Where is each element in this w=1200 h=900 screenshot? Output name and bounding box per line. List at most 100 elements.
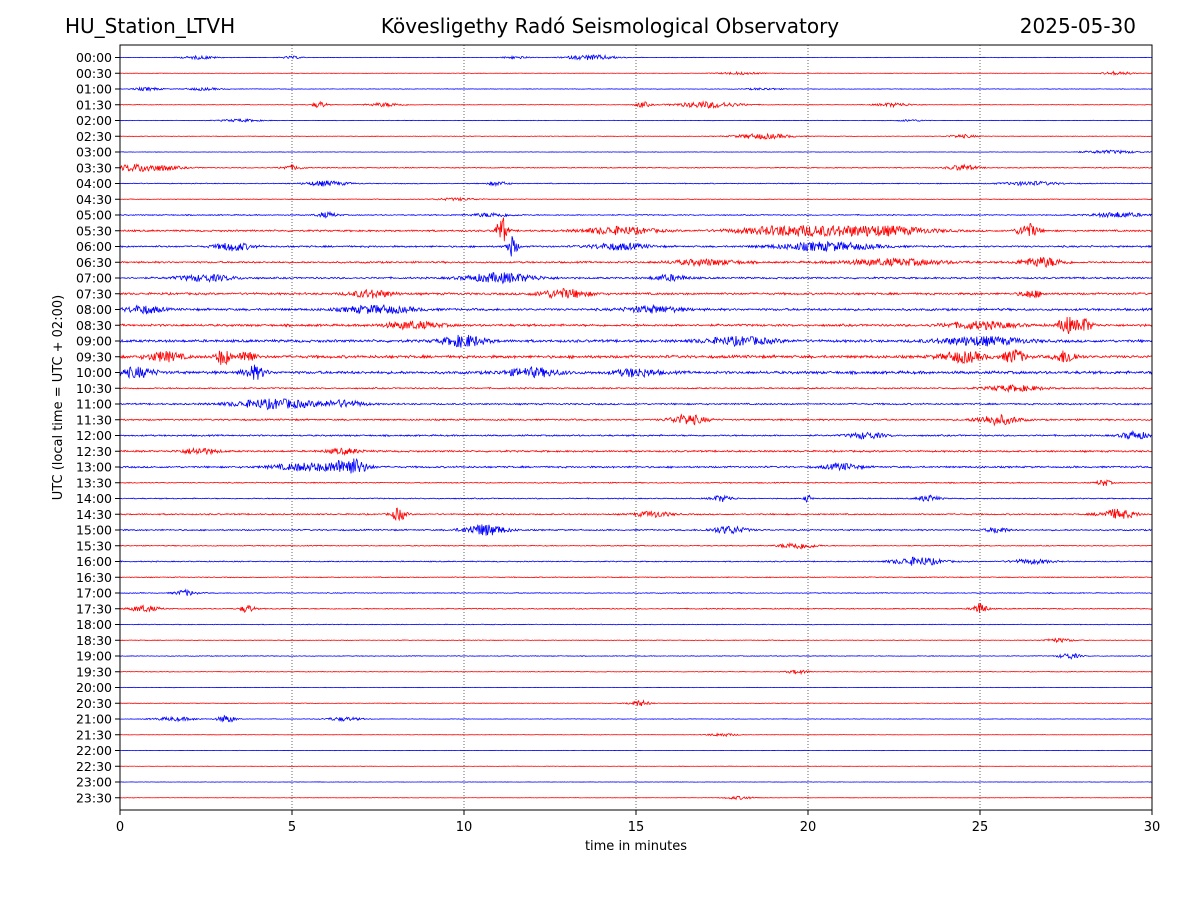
y-tick-label: 22:00 [76,743,112,758]
y-tick-label: 20:00 [76,680,112,695]
y-tick-label: 02:00 [76,113,112,128]
seismic-trace [119,334,1153,348]
seismic-trace [119,479,1152,486]
y-tick-label: 03:30 [76,160,112,175]
y-tick-label: 06:30 [76,255,112,270]
y-tick-label: 01:00 [76,82,112,97]
x-tick-label: 15 [628,820,645,835]
y-axis-ticks: 00:0000:3001:0001:3002:0002:3003:0003:30… [76,50,120,805]
y-tick-label: 08:00 [76,302,112,317]
y-tick-label: 01:30 [76,97,112,112]
seismic-trace [119,316,1153,335]
seismic-trace [119,86,1152,92]
y-tick-label: 04:00 [76,176,112,191]
y-axis-label: UTC (local time = UTC + 02:00) [51,295,66,500]
x-tick-label: 25 [972,820,989,835]
y-tick-label: 08:30 [76,318,112,333]
y-tick-label: 18:00 [76,617,112,632]
x-tick-label: 10 [456,820,473,835]
y-tick-label: 10:30 [76,381,112,396]
y-tick-label: 07:30 [76,286,112,301]
grid-lines [291,45,981,810]
y-tick-label: 00:00 [76,50,112,65]
seismic-trace [119,70,1152,77]
seismic-trace [119,196,1153,202]
y-tick-label: 13:00 [76,460,112,475]
seismic-trace [119,430,1152,440]
y-tick-label: 11:00 [76,397,112,412]
x-tick-label: 20 [800,820,817,835]
y-tick-label: 15:00 [76,523,112,538]
station-name: HU_Station_LTVH [65,14,236,38]
seismic-trace [119,349,1153,366]
seismic-trace [119,588,1152,596]
seismic-trace [119,272,1153,285]
y-tick-label: 14:30 [76,507,112,522]
seismic-trace [119,507,1152,522]
y-tick-label: 23:00 [76,775,112,790]
seismic-trace [119,100,1152,109]
y-tick-label: 19:00 [76,649,112,664]
y-tick-label: 07:00 [76,271,112,286]
seismic-trace [119,303,1153,315]
seismic-trace [119,217,1152,242]
x-tick-label: 5 [288,820,296,835]
y-tick-label: 05:00 [76,208,112,223]
y-tick-label: 02:30 [76,129,112,144]
seismic-trace [119,542,1152,550]
plot-frame [119,44,1153,811]
seismic-trace [119,714,1152,723]
y-tick-label: 16:00 [76,554,112,569]
y-tick-label: 15:30 [76,538,112,553]
y-tick-label: 05:30 [76,223,112,238]
x-axis-label: time in minutes [585,839,687,854]
x-tick-label: 30 [1144,820,1161,835]
x-tick-label: 0 [116,820,124,835]
seismic-trace [119,653,1152,660]
seismic-trace [119,163,1152,173]
seismic-trace [119,149,1152,155]
y-tick-label: 09:30 [76,349,112,364]
seismic-trace [119,795,1152,801]
y-tick-label: 23:30 [76,790,112,805]
seismic-trace [119,637,1152,644]
y-tick-label: 17:00 [76,586,112,601]
chart-date: 2025-05-30 [1019,14,1136,38]
seismic-trace [119,524,1152,536]
seismic-trace [119,576,1152,579]
seismic-trace [119,364,1153,380]
seismic-trace [119,398,1153,411]
y-tick-label: 11:30 [76,412,112,427]
y-tick-label: 09:00 [76,334,112,349]
seismic-trace [119,210,1152,219]
y-tick-label: 03:00 [76,145,112,160]
y-tick-label: 00:30 [76,66,112,81]
seismic-trace [119,257,1152,269]
y-tick-label: 17:30 [76,601,112,616]
seismic-trace [119,669,1152,676]
seismic-trace [119,732,1152,738]
y-tick-label: 16:30 [76,570,112,585]
y-tick-label: 14:00 [76,491,112,506]
y-tick-label: 13:30 [76,475,112,490]
y-tick-label: 12:00 [76,428,112,443]
y-tick-label: 06:00 [76,239,112,254]
seismic-trace [119,132,1152,140]
x-axis-ticks: 0 5 10 15 20 25 30 [116,810,1160,835]
chart-title: Kövesligethy Radó Seismological Observat… [380,14,840,38]
y-tick-label: 22:30 [76,759,112,774]
y-tick-label: 10:00 [76,365,112,380]
y-tick-label: 20:30 [76,696,112,711]
y-tick-label: 04:30 [76,192,112,207]
seismic-trace [119,699,1152,706]
seismic-trace [119,457,1153,474]
y-tick-label: 21:00 [76,712,112,727]
y-tick-label: 18:30 [76,633,112,648]
y-tick-label: 12:30 [76,444,112,459]
y-tick-label: 21:30 [76,727,112,742]
seismic-trace [119,413,1153,427]
y-tick-label: 19:30 [76,664,112,679]
seismic-trace [119,603,1152,613]
seismic-trace [119,446,1153,457]
